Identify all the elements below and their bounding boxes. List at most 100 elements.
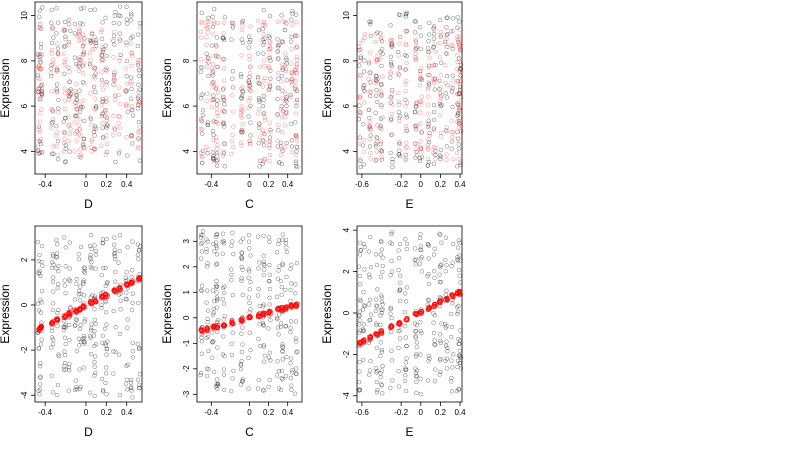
data-point-black: [215, 377, 219, 381]
data-point-red: [404, 42, 408, 46]
data-point-black: [375, 287, 379, 291]
data-point-black: [257, 261, 261, 265]
data-point-black: [443, 258, 447, 262]
data-point-black: [40, 83, 44, 87]
data-point-black: [294, 104, 298, 108]
data-point-black: [200, 11, 204, 15]
data-point-red: [390, 92, 394, 96]
data-point-black: [247, 35, 251, 39]
data-point-black: [230, 240, 234, 244]
data-point-black: [459, 129, 463, 133]
data-point-black: [450, 366, 454, 370]
data-point-black: [277, 369, 281, 373]
data-point-red: [248, 25, 252, 29]
data-point-black: [113, 236, 117, 240]
data-point-black: [380, 391, 384, 395]
data-point-black: [262, 234, 266, 238]
data-point-black: [289, 267, 293, 271]
panel-top-right: -0.6 -0.2 0 0.2 0.446810EExpression: [320, 2, 466, 211]
y-tick-label: 4: [20, 149, 29, 154]
data-point-black: [375, 380, 379, 384]
data-point-black: [78, 89, 82, 93]
data-point-red: [100, 28, 104, 32]
data-point-red: [68, 70, 72, 74]
data-point-red: [206, 148, 210, 152]
data-point-black: [50, 266, 54, 270]
data-point-red: [290, 47, 294, 51]
data-point-black: [136, 342, 140, 346]
data-point-black: [63, 20, 67, 24]
data-point-black: [129, 19, 133, 23]
data-point-black: [381, 264, 385, 268]
data-point-black: [390, 358, 394, 362]
data-point-red: [125, 135, 129, 139]
data-point-black: [367, 303, 371, 307]
data-point-black: [357, 117, 361, 121]
data-point-black: [440, 241, 444, 245]
data-point-red: [363, 32, 367, 36]
y-tick-label: 2: [182, 264, 191, 269]
x-tick-label: 0.2: [101, 408, 113, 417]
data-point-black: [50, 8, 54, 12]
data-point-black: [38, 364, 42, 368]
data-point-red: [62, 150, 66, 154]
data-point-black: [64, 342, 68, 346]
x-axis-title: D: [84, 197, 93, 211]
data-point-black: [40, 244, 44, 248]
data-point-black: [426, 379, 430, 383]
data-point-black: [390, 316, 394, 320]
data-point-black: [138, 21, 142, 25]
data-point-black: [258, 344, 262, 348]
data-point-black: [247, 247, 251, 251]
y-tick-label: 8: [182, 58, 191, 63]
data-point-black: [379, 253, 383, 257]
data-point-red: [368, 151, 372, 155]
data-point-red: [73, 121, 77, 125]
data-point-red: [433, 157, 437, 161]
data-point-black: [419, 331, 423, 335]
data-point-red: [206, 65, 210, 69]
data-point-black: [77, 337, 81, 341]
y-tick-label: -4: [342, 392, 351, 400]
data-point-red: [248, 54, 252, 58]
data-point-red: [112, 114, 116, 118]
data-point-black: [63, 284, 67, 288]
data-point-red: [428, 56, 432, 60]
data-point-black: [289, 319, 293, 323]
data-point-black: [439, 104, 443, 108]
data-point-black: [427, 33, 431, 37]
data-point-black: [368, 145, 372, 149]
data-point-black: [451, 16, 455, 20]
data-point-black: [73, 22, 77, 26]
data-point-black: [77, 343, 81, 347]
data-point-black: [105, 392, 109, 396]
data-point-black: [457, 268, 461, 272]
data-point-black: [289, 384, 293, 388]
data-point-black: [54, 31, 58, 35]
data-point-black: [136, 378, 140, 382]
data-point-black: [419, 244, 423, 248]
data-point-black: [210, 331, 214, 335]
data-point-black: [262, 94, 266, 98]
data-point-red: [75, 82, 79, 86]
data-point-black: [438, 273, 442, 277]
y-tick-label: -2: [182, 365, 191, 373]
data-point-black: [112, 243, 116, 247]
data-point-black: [438, 373, 442, 377]
data-point-black: [88, 391, 92, 395]
data-point-black: [125, 22, 129, 26]
data-point-red: [276, 71, 280, 75]
data-point-black: [248, 121, 252, 125]
data-point-black: [136, 44, 140, 48]
data-point-black: [258, 165, 262, 169]
data-point-red: [438, 55, 442, 59]
data-point-red: [62, 52, 66, 56]
data-point-black: [404, 113, 408, 117]
data-point-black: [444, 236, 448, 240]
data-point-red: [367, 77, 371, 81]
data-point-black: [457, 238, 461, 242]
data-point-black: [200, 284, 204, 288]
data-point-black: [450, 147, 454, 151]
data-point-red: [375, 123, 379, 127]
data-point-black: [230, 278, 234, 282]
